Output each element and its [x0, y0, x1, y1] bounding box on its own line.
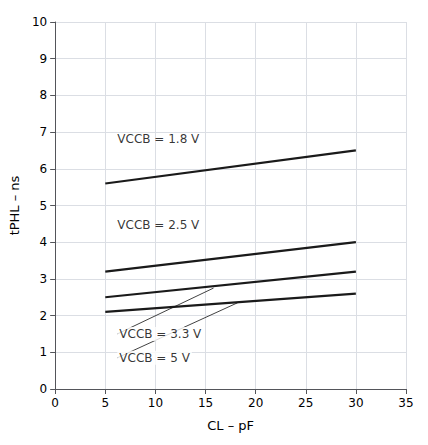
svg-text:30: 30 [348, 396, 363, 410]
svg-text:5: 5 [101, 396, 109, 410]
svg-text:5: 5 [40, 199, 48, 213]
svg-text:7: 7 [40, 125, 48, 139]
svg-text:25: 25 [298, 396, 313, 410]
svg-text:4: 4 [40, 235, 48, 249]
svg-text:tPHL – ns: tPHL – ns [7, 175, 22, 235]
svg-text:VCCB = 5 V: VCCB = 5 V [119, 351, 190, 365]
svg-text:9: 9 [40, 52, 48, 66]
svg-text:VCCB = 2.5 V: VCCB = 2.5 V [117, 218, 200, 232]
svg-text:0: 0 [40, 382, 48, 396]
svg-text:10: 10 [32, 15, 47, 29]
svg-text:VCCB = 1.8 V: VCCB = 1.8 V [117, 132, 200, 146]
svg-text:15: 15 [198, 396, 213, 410]
svg-text:CL – pF: CL – pF [207, 418, 254, 433]
svg-text:6: 6 [40, 162, 48, 176]
svg-text:3: 3 [40, 272, 48, 286]
svg-text:20: 20 [248, 396, 263, 410]
svg-text:2: 2 [40, 309, 48, 323]
svg-text:8: 8 [40, 88, 48, 102]
svg-text:35: 35 [398, 396, 413, 410]
svg-text:0: 0 [51, 396, 59, 410]
svg-text:10: 10 [148, 396, 163, 410]
svg-text:VCCB = 3.3 V: VCCB = 3.3 V [119, 327, 202, 341]
svg-text:1: 1 [40, 345, 48, 359]
